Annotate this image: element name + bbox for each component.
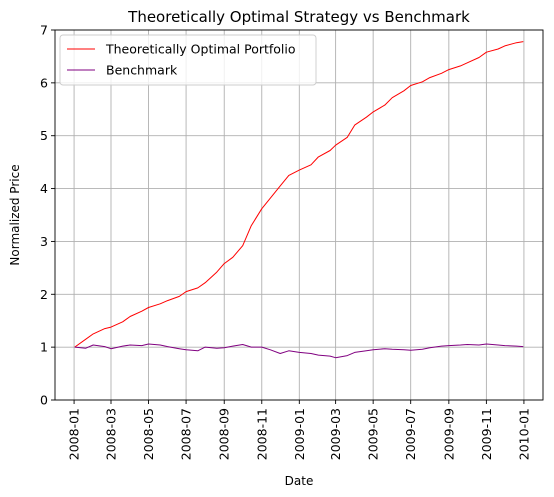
x-tick-label: 2009-09 [441, 408, 456, 460]
x-tick-label: 2009-03 [328, 408, 343, 460]
y-tick-label: 3 [40, 234, 48, 249]
x-tick-label: 2008-05 [141, 408, 156, 460]
y-tick-label: 7 [40, 23, 48, 38]
x-tick-label: 2008-01 [67, 408, 82, 460]
x-tick-label: 2008-07 [179, 408, 194, 460]
x-axis-title: Date [285, 474, 314, 488]
tick-labels: 2008-01 2008-03 2008-05 2008-07 2008-09 2008-… [40, 23, 531, 461]
legend-label-benchmark: Benchmark [106, 63, 178, 78]
y-tick-label: 2 [40, 287, 48, 302]
x-tick-label: 2010-01 [516, 408, 531, 460]
x-tick-label: 2009-07 [403, 408, 418, 460]
chart-title: Theoretically Optimal Strategy vs Benchm… [127, 8, 470, 26]
legend: Theoretically Optimal Portfolio Benchmar… [59, 34, 317, 86]
grid [55, 29, 543, 401]
y-axis-title: Normalized Price [8, 164, 22, 265]
series-line-1 [74, 343, 524, 359]
y-tick-label: 0 [40, 393, 48, 408]
series-line-0 [74, 41, 524, 348]
x-tick-label: 2008-11 [254, 408, 269, 460]
y-tick-label: 4 [40, 181, 48, 196]
x-tick-label: 2009-11 [479, 408, 494, 460]
series-layer [74, 41, 524, 359]
y-tick-label: 6 [40, 75, 48, 90]
legend-label-optimal: Theoretically Optimal Portfolio [105, 42, 296, 57]
x-tick-label: 2009-01 [292, 408, 307, 460]
ticks [51, 29, 525, 404]
legend-box [59, 34, 317, 86]
x-tick-label: 2008-09 [217, 408, 232, 460]
x-tick-label: 2008-03 [104, 408, 119, 460]
y-tick-label: 1 [40, 340, 48, 355]
x-tick-label: 2009-05 [366, 408, 381, 460]
y-tick-label: 5 [40, 128, 48, 143]
